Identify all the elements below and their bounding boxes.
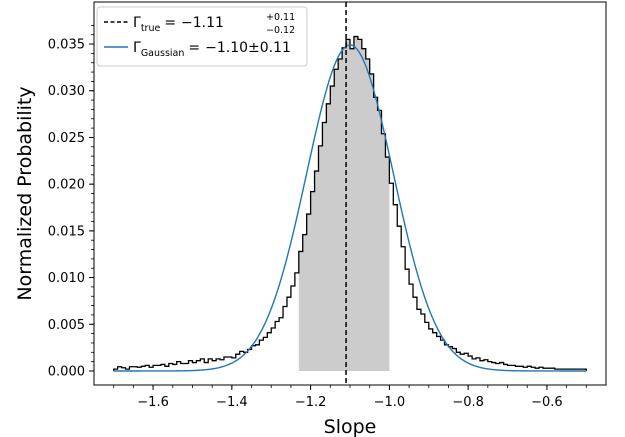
legend-true-label: Γtrue = −1.11 <box>133 15 224 34</box>
legend-true-lower-error: −0.12 <box>266 25 295 36</box>
legend-true-symbol: Γ <box>133 15 141 31</box>
legend-gaussian-equals: = <box>188 40 200 56</box>
y-axis-ticks: 0.000 0.005 0.010 0.015 0.020 0.025 0.030 0.035 <box>48 24 94 379</box>
legend: Γtrue = −1.11 +0.11 −0.12 ΓGaussian = −1.10±… <box>96 6 308 67</box>
legend-true-value: −1.11 <box>181 15 224 31</box>
gaussian-fit-layer <box>113 44 587 372</box>
legend-gaussian-label: ΓGaussian = −1.10±0.11 <box>133 40 291 59</box>
y-tick-label: 0.010 <box>48 271 85 286</box>
y-tick-label: 0.035 <box>48 38 85 53</box>
x-tick-label: −0.8 <box>452 395 484 410</box>
x-tick-label: −1.4 <box>216 395 248 410</box>
legend-gaussian-symbol: Γ <box>133 40 141 56</box>
y-tick-label: 0.000 <box>48 364 85 379</box>
y-tick-label: 0.020 <box>48 178 85 193</box>
shaded-interval <box>298 36 390 371</box>
x-tick-label: −1.6 <box>137 395 169 410</box>
legend-gaussian-subscript: Gaussian <box>141 48 185 59</box>
x-axis-label: Slope <box>324 416 377 437</box>
x-tick-label: −1.2 <box>295 395 327 410</box>
legend-true-upper-error: +0.11 <box>266 12 295 23</box>
gaussian-fit-curve <box>113 44 587 372</box>
histogram-steps <box>113 35 587 371</box>
x-axis-ticks: −1.6 −1.4 −1.2 −1.0 −0.8 −0.6 <box>113 385 587 410</box>
legend-box <box>96 6 308 67</box>
x-tick-label: −1.0 <box>374 395 406 410</box>
y-axis-label: Normalized Probability <box>14 86 36 300</box>
shaded-confidence-region-layer <box>298 36 390 371</box>
y-tick-label: 0.025 <box>48 131 85 146</box>
x-tick-label: −0.6 <box>531 395 563 410</box>
histogram-layer <box>113 35 587 371</box>
legend-true-subscript: true <box>141 23 161 34</box>
y-tick-label: 0.030 <box>48 84 85 99</box>
y-tick-label: 0.005 <box>48 318 85 333</box>
y-tick-label: 0.015 <box>48 224 85 239</box>
legend-gaussian-value: −1.10±0.11 <box>205 40 291 56</box>
legend-true-equals: = <box>164 15 176 31</box>
